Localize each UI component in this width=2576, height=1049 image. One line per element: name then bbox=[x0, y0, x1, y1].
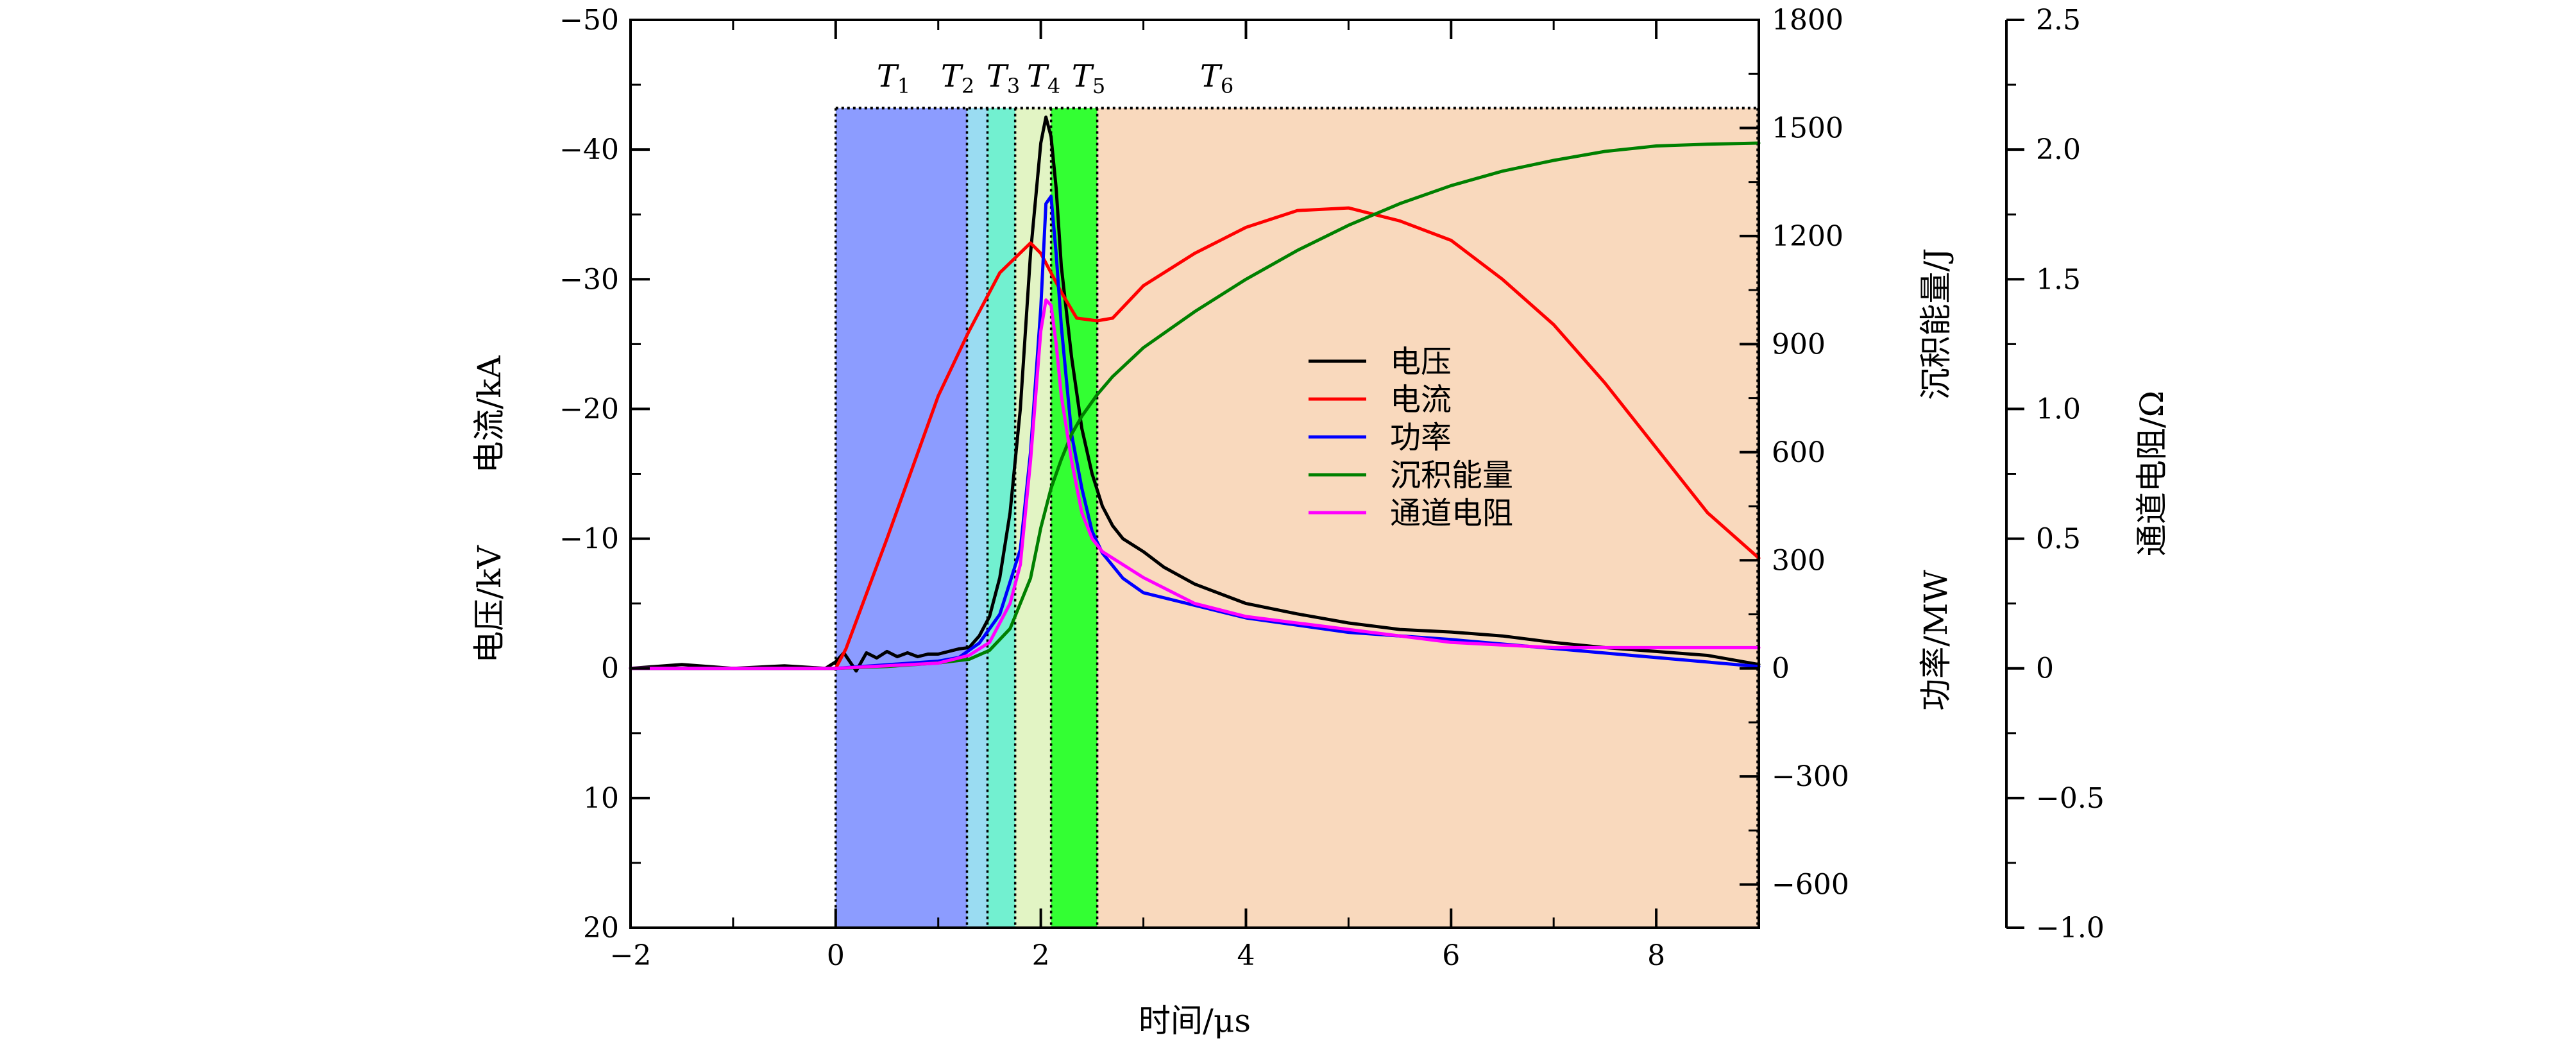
y-right1-tick-label: 0 bbox=[1772, 652, 1790, 685]
phase-regions bbox=[835, 107, 1759, 928]
phase-label-subscript: 2 bbox=[962, 74, 974, 98]
phase-label-letter: T bbox=[941, 58, 963, 94]
y-left-tick-label: −50 bbox=[559, 4, 619, 37]
y-left-tick-label: −10 bbox=[559, 523, 619, 556]
y-right1-tick-label: 900 bbox=[1772, 328, 1826, 361]
phase-label-subscript: 4 bbox=[1047, 74, 1060, 98]
legend-label-2: 电流 bbox=[1390, 382, 1452, 418]
y-right2-tick-label: 1.5 bbox=[2036, 263, 2081, 296]
y-right1-axis-label-2: 功率/MW bbox=[1917, 570, 1954, 711]
y-right2-axis: −1.0 −0.5 0 0.5 1.0 1.5 2.0 2.5 通道电阻/Ω bbox=[2005, 4, 2171, 944]
series-line-2 bbox=[629, 206, 1761, 670]
phase-label-2: T2 bbox=[941, 58, 974, 98]
y-right2-tick-label: 2.0 bbox=[2036, 133, 2081, 166]
legend-label-5: 通道电阻 bbox=[1390, 495, 1513, 531]
y-right1-tick-label: 300 bbox=[1772, 544, 1826, 577]
phase-region-2 bbox=[967, 108, 988, 928]
series-line-3 bbox=[629, 194, 1761, 670]
y-right1-tick-label: 1200 bbox=[1772, 220, 1843, 253]
legend-label-1: 电压 bbox=[1390, 344, 1452, 380]
phase-label-letter: T bbox=[1072, 58, 1094, 94]
y-right1-tick-label: −300 bbox=[1772, 760, 1849, 793]
phase-label-letter: T bbox=[877, 58, 899, 94]
x-tick-label: 2 bbox=[1032, 939, 1050, 972]
y-left-axis-label-1: 电压/kV bbox=[471, 545, 508, 663]
phase-region-6 bbox=[1097, 108, 1759, 928]
phase-label-letter: T bbox=[987, 58, 1009, 94]
x-tick-label: 6 bbox=[1442, 939, 1460, 972]
phase-label-subscript: 6 bbox=[1221, 74, 1233, 98]
phase-label-subscript: 3 bbox=[1007, 74, 1020, 98]
y-left-tick-label: −20 bbox=[559, 393, 619, 425]
y-left-axis-label-2: 电流/kA bbox=[471, 355, 508, 473]
y-right2-tick-label: 0.5 bbox=[2036, 523, 2081, 556]
y-right1-tick-label: −600 bbox=[1772, 869, 1849, 901]
y-left-tick-label: 20 bbox=[583, 912, 619, 944]
phase-label-4: T4 bbox=[1027, 58, 1060, 98]
x-axis: −2 0 2 4 6 8 时间/μs bbox=[610, 20, 1665, 1039]
y-right2-tick-label: 2.5 bbox=[2036, 4, 2081, 37]
legend-label-4: 沉积能量 bbox=[1390, 457, 1513, 493]
y-right2-axis-label: 通道电阻/Ω bbox=[2133, 391, 2171, 556]
y-left-tick-label: 10 bbox=[583, 782, 619, 815]
phase-label-subscript: 1 bbox=[897, 74, 910, 98]
series-line-4 bbox=[629, 141, 1761, 670]
y-right1-axis-label-1: 沉积能量/J bbox=[1917, 248, 1954, 400]
y-right1-tick-label: 1500 bbox=[1772, 112, 1843, 144]
x-tick-label: 8 bbox=[1647, 939, 1665, 972]
x-tick-label: −2 bbox=[610, 939, 652, 972]
y-right2-tick-label: 0 bbox=[2036, 652, 2054, 685]
y-left-tick-label: 0 bbox=[601, 652, 619, 685]
x-tick-label: 4 bbox=[1237, 939, 1255, 972]
phase-label-1: T1 bbox=[877, 58, 910, 98]
phase-label-letter: T bbox=[1200, 58, 1223, 94]
phase-region-3 bbox=[987, 108, 1015, 928]
phase-label-3: T3 bbox=[987, 58, 1020, 98]
series-group bbox=[629, 115, 1761, 673]
phase-label-letter: T bbox=[1027, 58, 1049, 94]
y-right1-tick-label: 600 bbox=[1772, 436, 1826, 469]
y-right2-tick-label: −0.5 bbox=[2036, 782, 2105, 815]
y-left-tick-label: −40 bbox=[559, 133, 619, 166]
y-right1-axis: −600 −300 0 300 600 900 1200 1500 1800 沉积能量/J 功率/M… bbox=[1740, 4, 1954, 901]
phase-label-5: T5 bbox=[1072, 58, 1105, 98]
y-right2-tick-label: 1.0 bbox=[2036, 393, 2081, 425]
phase-region-1 bbox=[835, 108, 967, 928]
y-right1-tick-label: 1800 bbox=[1772, 4, 1843, 37]
phase-label-subscript: 5 bbox=[1092, 74, 1105, 98]
series-line-5 bbox=[629, 298, 1761, 670]
x-tick-label: 0 bbox=[827, 939, 845, 972]
x-axis-label: 时间/μs bbox=[1139, 1002, 1251, 1039]
legend-label-3: 功率 bbox=[1390, 420, 1452, 456]
y-left-tick-label: −30 bbox=[559, 263, 619, 296]
y-left-axis: −50 −40 −30 −20 −10 0 10 20 电压/kV 电流/kA bbox=[471, 4, 650, 944]
y-right2-tick-label: −1.0 bbox=[2036, 912, 2105, 944]
series-line-1 bbox=[629, 115, 1761, 673]
phase-label-6: T6 bbox=[1200, 58, 1233, 98]
